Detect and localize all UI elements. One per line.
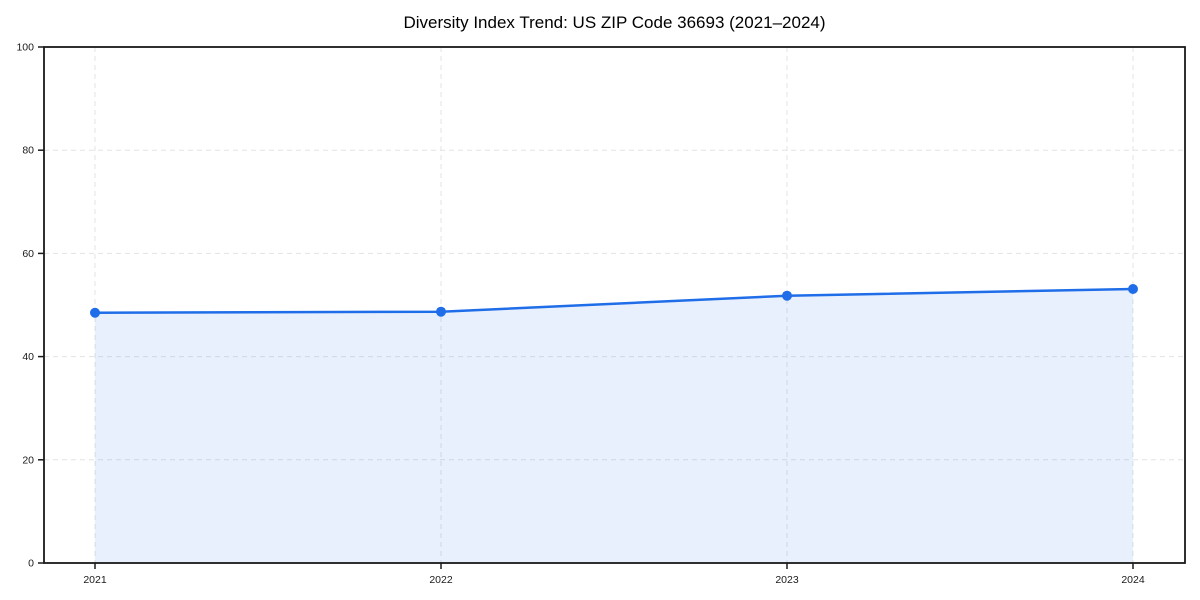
y-tick-label: 60 — [22, 248, 34, 260]
x-tick-label: 2024 — [1121, 574, 1145, 586]
y-tick-label: 20 — [22, 454, 34, 466]
area-fill — [95, 289, 1133, 563]
plot-border — [43, 46, 1186, 564]
data-point-2023 — [782, 290, 792, 301]
chart-title: Diversity Index Trend: US ZIP Code 36693… — [403, 13, 826, 32]
data-point-2024 — [1128, 284, 1138, 295]
y-tick-label: 80 — [22, 145, 34, 157]
y-tick-label: 100 — [16, 42, 34, 54]
y-tick-label: 0 — [28, 558, 34, 570]
y-tick-label: 40 — [22, 351, 34, 363]
x-tick-label: 2023 — [775, 574, 799, 586]
x-tick-label: 2021 — [83, 574, 107, 586]
x-tick-label: 2022 — [429, 574, 453, 586]
trend-line — [93, 287, 1135, 314]
data-point-2021 — [90, 307, 100, 318]
data-point-2022 — [436, 306, 446, 317]
